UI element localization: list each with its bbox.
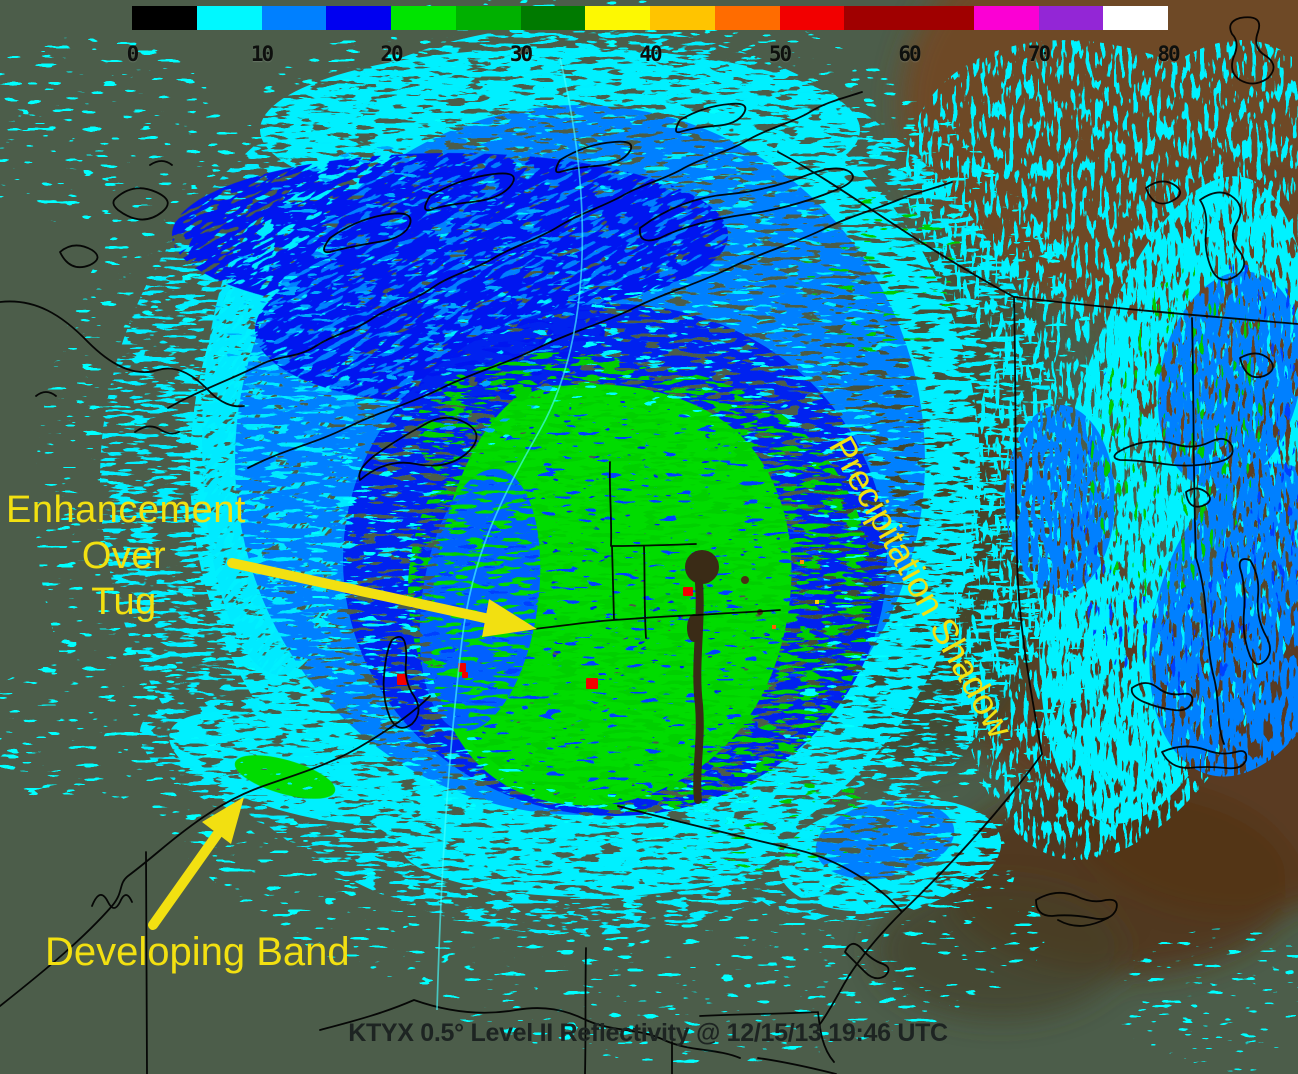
arrow-enhancement — [227, 558, 537, 637]
radar-product-caption: KTYX 0.5° Level II Reflectivity @ 12/15/… — [348, 1019, 948, 1047]
radar-center-hole — [685, 550, 763, 804]
colorbar-segment — [326, 6, 391, 30]
map-contours — [0, 16, 1298, 1074]
annotation-line: Enhancement — [6, 489, 246, 531]
colorbar-segment — [844, 6, 974, 30]
annotation-developing-band: Developing Band — [45, 930, 350, 974]
colorbar-segment — [779, 6, 845, 30]
range-ring-arc — [436, 57, 584, 1011]
colorbar-segment — [1103, 6, 1168, 30]
annotation-line: Over — [81, 535, 167, 577]
colorbar-segment — [196, 6, 262, 30]
colorbar-segment — [973, 6, 1039, 30]
annotation-enhancement-over-tug: Enhancement Over Tug — [6, 487, 246, 625]
colorbar-segment — [650, 6, 715, 30]
arrow-developing-band — [148, 797, 244, 930]
colorbar-segment — [714, 6, 780, 30]
colorbar-segment — [1038, 6, 1104, 30]
reflectivity-colorbar — [132, 6, 1168, 30]
colorbar-segment — [132, 6, 197, 30]
high-reflectivity-pixels — [397, 560, 819, 689]
annotation-line: Tug — [91, 581, 157, 623]
colorbar-segment — [261, 6, 327, 30]
colorbar-segment — [391, 6, 456, 30]
colorbar-segment — [585, 6, 650, 30]
colorbar-segment — [520, 6, 586, 30]
colorbar-segment — [455, 6, 521, 30]
